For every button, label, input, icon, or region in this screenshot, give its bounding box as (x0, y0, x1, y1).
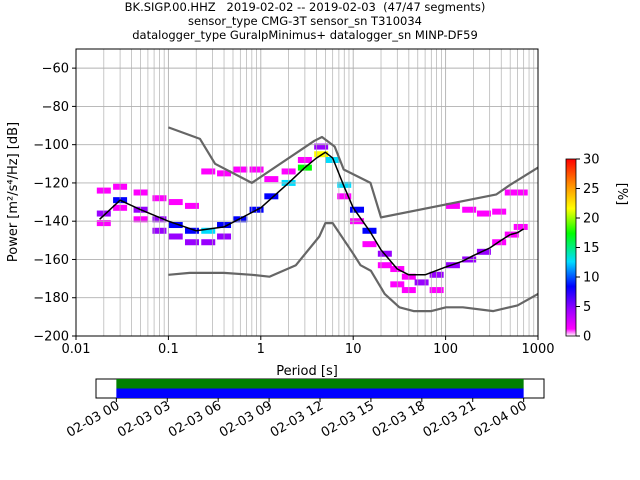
timeline-tick-label: 02-03 00 (64, 398, 122, 440)
timeline-tick-label: 02-03 18 (370, 398, 428, 440)
psd-cell (476, 248, 491, 255)
y-tick-label: −80 (42, 100, 69, 115)
timeline-tick-label: 02-03 15 (319, 398, 377, 440)
x-axis-label: Period [s] (276, 364, 338, 379)
y-axis-label: Power [m²/s⁴/Hz] [dB] (6, 122, 21, 262)
psd-cell (513, 223, 528, 230)
coverage-band-data (116, 379, 524, 389)
colorbar-ticks: 0 5 10 15 20 25 30 (576, 153, 600, 345)
x-axis-ticks: 0.01 0.1 1 10 100 1000 (62, 336, 555, 357)
chart-title: BK.SIGP.00.HHZ 2019-02-02 -- 2019-02-03 … (0, 0, 610, 42)
colorbar-tick-label: 5 (583, 300, 591, 315)
timeline-tick-label: 02-03 12 (268, 398, 326, 440)
colorbar-tick-label: 25 (583, 182, 600, 197)
colorbar-label: [%] (614, 183, 629, 206)
psd-cell (362, 241, 377, 248)
plot-frame (75, 48, 539, 337)
psd-cell (184, 227, 199, 234)
psd-cell (445, 202, 460, 209)
psd-cell (513, 189, 528, 196)
timeline-tick-label: 02-03 21 (421, 398, 479, 440)
timeline-tick-label: 02-04 00 (472, 398, 530, 440)
psd-cell (168, 199, 183, 206)
y-tick-label: −180 (33, 291, 69, 306)
psd-cell (414, 279, 429, 286)
grid-lines (75, 49, 539, 337)
title-line-sensor: sensor_type CMG-3T sensor_sn T310034 (188, 14, 422, 28)
colorbar (565, 158, 577, 337)
low-noise-model-curve (168, 222, 539, 313)
psd-cell (184, 239, 199, 246)
mean-psd-curve (99, 151, 525, 276)
psd-cell (168, 233, 183, 240)
y-tick-label: −120 (33, 176, 69, 191)
psd-cell (201, 227, 216, 234)
x-tick-label: 0.01 (62, 342, 91, 357)
y-tick-label: −160 (33, 253, 69, 268)
y-tick-label: −100 (33, 138, 69, 153)
psd-cell (168, 222, 183, 229)
psd-cell (184, 202, 199, 209)
y-tick-label: −200 (33, 330, 69, 345)
y-axis-ticks: −200 −180 −160 −140 −120 −100 −80 −60 (33, 62, 76, 345)
y-tick-label: −60 (42, 62, 69, 77)
colorbar-tick-label: 15 (583, 241, 600, 256)
timeline-tick-label: 02-03 03 (115, 398, 173, 440)
title-line-station: BK.SIGP.00.HHZ 2019-02-02 -- 2019-02-03 … (124, 0, 486, 14)
psd-cell (377, 262, 392, 269)
colorbar-tick-label: 20 (583, 212, 600, 227)
psd-cell (476, 210, 491, 217)
x-tick-label: 100 (433, 342, 458, 357)
psd-cell (201, 168, 216, 175)
colorbar-tick-label: 10 (583, 271, 600, 286)
psd-cell (201, 239, 216, 246)
x-tick-label: 10 (345, 342, 362, 357)
psd-cell (264, 176, 279, 183)
high-noise-model-curve (168, 126, 539, 219)
colorbar-tick-label: 0 (583, 330, 591, 345)
psd-cell (462, 206, 477, 213)
timeline-coverage (116, 379, 524, 398)
y-tick-label: −140 (33, 215, 69, 230)
curves (99, 126, 539, 313)
title-line-datalogger: datalogger_type GuralpMinimus+ datalogge… (132, 28, 478, 42)
psd-cell (350, 206, 365, 213)
psd-cell (492, 208, 507, 215)
colorbar-tick-label: 30 (583, 153, 600, 168)
coverage-band-processed (116, 388, 524, 398)
x-tick-label: 1000 (521, 342, 554, 357)
psd-cell (314, 143, 329, 150)
psd-cell (504, 189, 519, 196)
timeline-tick-label: 02-03 06 (166, 398, 224, 440)
timeline-tick-label: 02-03 09 (217, 398, 275, 440)
x-tick-label: 1 (257, 342, 265, 357)
x-tick-label: 0.1 (158, 342, 179, 357)
psd-cell (264, 193, 279, 200)
